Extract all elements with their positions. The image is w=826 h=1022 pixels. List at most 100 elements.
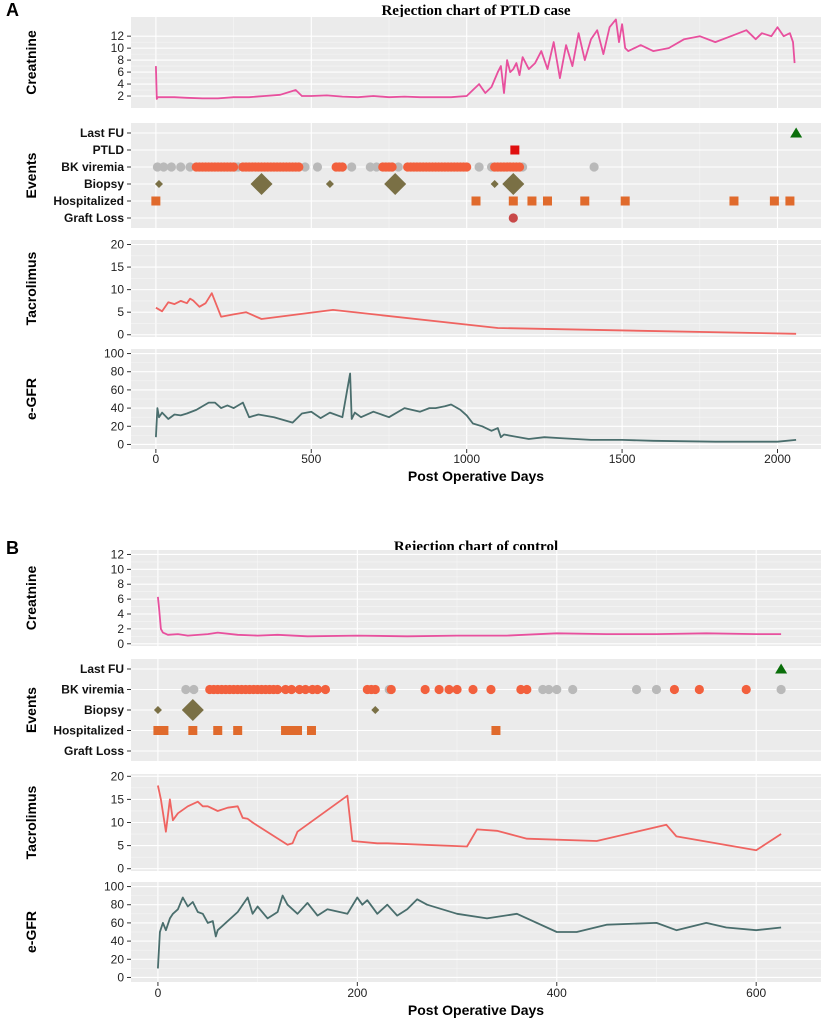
egfr-a-ytick-label: 80 xyxy=(111,365,125,379)
hospitalized-marker xyxy=(306,726,316,735)
biopsy-large-marker xyxy=(384,173,407,195)
event-row-label: Hospitalized xyxy=(53,724,124,738)
egfr-b-ytick-label: 60 xyxy=(111,916,125,930)
tacrolimus-a-ytick-label: 20 xyxy=(111,238,125,252)
hospitalized-marker xyxy=(281,726,291,735)
creatinine-b-ytick-label: 6 xyxy=(117,592,124,606)
egfr-a-ytick-label: 60 xyxy=(111,383,125,397)
egfr-b-ytick-label: 100 xyxy=(104,880,124,894)
bk-negative-point xyxy=(776,684,786,695)
event-row-label: Biopsy xyxy=(84,177,124,191)
creatinine-b-series-line xyxy=(157,596,782,638)
creatinine-a-ytick-label: 2 xyxy=(117,89,124,103)
events-ylabel: Events xyxy=(23,152,39,198)
xtick-label: 0 xyxy=(155,986,162,1000)
creatinine-a-background xyxy=(131,17,821,108)
xtick-label: 600 xyxy=(746,986,766,1000)
egfr-a-series-line xyxy=(155,372,797,443)
biopsy-large-marker xyxy=(502,173,525,195)
hospitalized-marker xyxy=(213,726,223,735)
xtick-label: 1500 xyxy=(609,452,636,466)
egfr-b-ytick-label: 40 xyxy=(111,934,125,948)
bk-positive-point xyxy=(312,684,323,695)
panel-b: B Rejection chart of control024681012Crea… xyxy=(6,538,821,1018)
egfr-b-ytick-label: 20 xyxy=(111,952,125,966)
hospitalized-marker xyxy=(287,726,297,735)
bk-negative-point xyxy=(181,684,191,695)
egfr-b-series-line xyxy=(157,894,782,969)
creatinine-a-ylabel: Creatnine xyxy=(23,30,39,95)
bk-positive-point xyxy=(522,684,532,695)
egfr-b-ytick-label: 80 xyxy=(111,898,125,912)
tacrolimus-b-ylabel: Tacrolimus xyxy=(23,785,39,859)
egfr-a-ytick-label: 20 xyxy=(111,419,125,433)
chart-title: Rejection chart of PTLD case xyxy=(381,3,570,19)
hospitalized-marker xyxy=(580,196,590,206)
creatinine-a-ytick-label: 12 xyxy=(111,29,125,43)
hospitalized-marker xyxy=(729,196,739,206)
creatinine-b-background xyxy=(131,550,821,646)
tacrolimus-b-ytick-label: 0 xyxy=(117,862,124,876)
panel-letter: B xyxy=(6,538,19,558)
bk-negative-point xyxy=(568,684,578,695)
biopsy-small-marker xyxy=(153,706,162,714)
creatinine-b-ytick-label: 0 xyxy=(117,637,124,651)
tacrolimus-a-series-line xyxy=(155,292,797,335)
bk-positive-point xyxy=(514,162,525,172)
bk-positive-point xyxy=(741,684,751,695)
hospitalized-marker xyxy=(471,196,481,206)
biopsy-small-marker xyxy=(325,180,334,188)
egfr-b-ylabel: e-GFR xyxy=(23,911,39,953)
tacrolimus-a-ytick-label: 5 xyxy=(117,305,124,319)
hospitalized-marker xyxy=(233,726,243,735)
bk-positive-point xyxy=(669,684,680,695)
hospitalized-marker xyxy=(542,196,552,206)
creatinine-b-ytick-label: 8 xyxy=(117,577,124,591)
biopsy-small-marker xyxy=(371,706,380,714)
bk-positive-point xyxy=(294,162,304,172)
graft-loss-marker xyxy=(508,213,518,223)
bk-negative-point xyxy=(552,684,562,695)
tacrolimus-a-ytick-label: 0 xyxy=(117,328,124,342)
xtick-label: 500 xyxy=(301,452,321,466)
bk-positive-point xyxy=(228,162,239,172)
bk-positive-point xyxy=(434,684,444,695)
creatinine-a-series-line xyxy=(155,18,796,100)
creatinine-b-ylabel: Creatnine xyxy=(23,566,39,631)
events-a-background xyxy=(131,123,821,228)
event-row-label: Hospitalized xyxy=(53,194,124,208)
egfr-a-ylabel: e-GFR xyxy=(23,378,39,420)
hospitalized-marker xyxy=(508,196,518,206)
event-row-label: PTLD xyxy=(93,143,125,157)
biopsy-small-marker xyxy=(154,180,163,188)
last-fu-marker xyxy=(775,663,788,674)
x-axis-title: Post Operative Days xyxy=(408,1002,544,1018)
bk-positive-point xyxy=(300,684,311,695)
tacrolimus-b-ytick-label: 15 xyxy=(111,792,125,806)
hospitalized-marker xyxy=(293,726,303,735)
egfr-a-ytick-label: 100 xyxy=(104,347,124,361)
bk-negative-point xyxy=(589,162,599,172)
bk-positive-point xyxy=(486,684,496,695)
bk-positive-point xyxy=(286,684,297,695)
xtick-label: 400 xyxy=(547,986,567,1000)
hospitalized-marker xyxy=(159,726,169,735)
biopsy-small-marker xyxy=(490,180,499,188)
event-row-label: Biopsy xyxy=(84,703,124,717)
event-row-label: Graft Loss xyxy=(64,211,124,225)
tacrolimus-a-ylabel: Tacrolimus xyxy=(23,251,39,325)
bk-positive-point xyxy=(452,684,462,695)
biopsy-large-marker xyxy=(181,699,204,721)
bk-positive-point xyxy=(444,684,454,695)
bk-positive-point xyxy=(694,684,704,695)
bk-negative-point xyxy=(651,684,662,695)
bk-positive-point xyxy=(462,162,472,172)
hospitalized-marker xyxy=(527,196,537,206)
events-ylabel: Events xyxy=(23,687,39,733)
bk-negative-point xyxy=(544,684,554,695)
creatinine-b-ytick-label: 12 xyxy=(111,547,125,561)
bk-negative-point xyxy=(166,162,177,172)
creatinine-a-ytick-label: 4 xyxy=(117,77,124,91)
tacrolimus-a-background xyxy=(131,240,821,337)
